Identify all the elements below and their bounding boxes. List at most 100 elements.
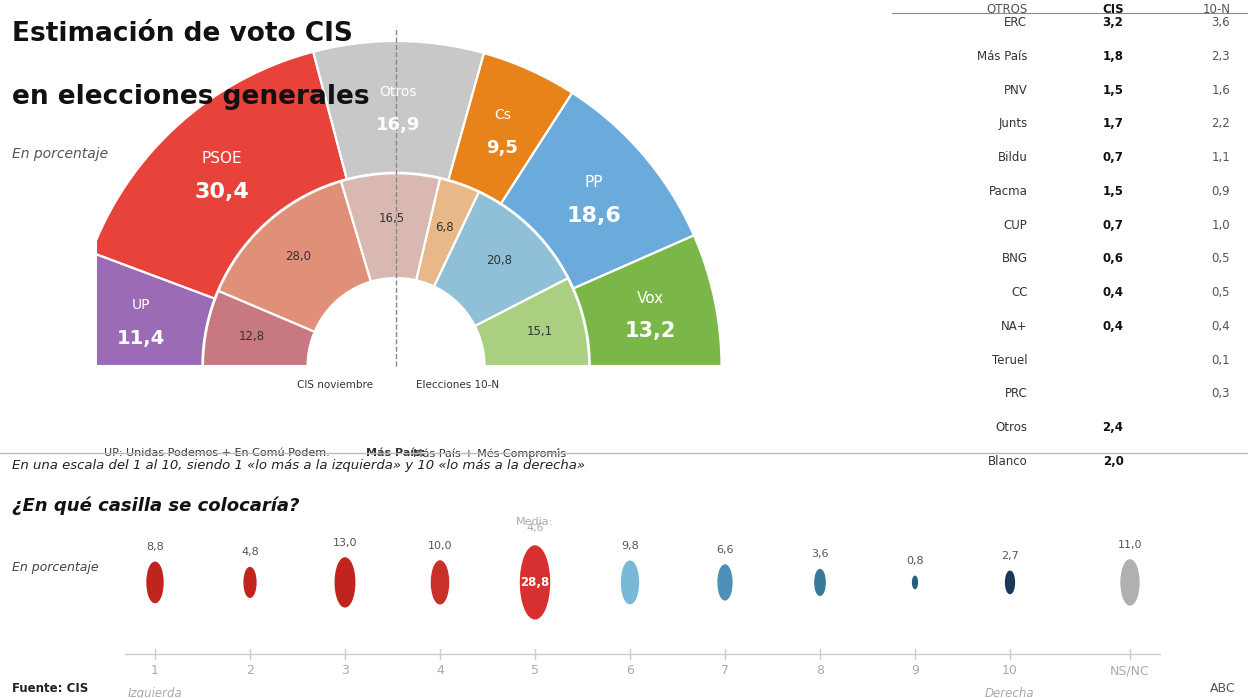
Text: NS/NC: NS/NC [1111, 664, 1149, 677]
Text: 9: 9 [911, 664, 919, 677]
Text: Estimación de voto CIS: Estimación de voto CIS [12, 21, 353, 47]
Text: 10-N: 10-N [1202, 3, 1231, 15]
Text: en elecciones generales: en elecciones generales [12, 84, 371, 110]
Text: 4,8: 4,8 [241, 547, 258, 558]
Text: Derecha: Derecha [985, 687, 1035, 698]
Text: NA+: NA+ [1001, 320, 1027, 333]
Circle shape [1121, 560, 1139, 605]
Text: 2,3: 2,3 [1212, 50, 1231, 63]
Text: 30,4: 30,4 [195, 182, 250, 202]
Text: 15,1: 15,1 [527, 325, 553, 339]
Bar [56, 366, 735, 698]
Polygon shape [500, 93, 694, 288]
Text: 28,8: 28,8 [520, 576, 549, 589]
Circle shape [622, 561, 639, 604]
Text: ¿En qué casilla se colocaría?: ¿En qué casilla se colocaría? [12, 497, 300, 516]
Text: PRC: PRC [1005, 387, 1027, 400]
Text: Vox: Vox [636, 290, 664, 306]
Text: 13,2: 13,2 [624, 321, 675, 341]
Text: 3: 3 [341, 664, 349, 677]
Text: 2,0: 2,0 [1103, 455, 1123, 468]
Text: 0,9: 0,9 [1212, 185, 1231, 198]
Text: 0,6: 0,6 [1102, 252, 1123, 265]
Circle shape [1006, 571, 1015, 593]
Text: 6: 6 [626, 664, 634, 677]
Text: Junts: Junts [998, 117, 1027, 131]
Text: Izquierda: Izquierda [127, 687, 182, 698]
Circle shape [815, 570, 825, 595]
Circle shape [718, 565, 731, 600]
Text: 0,3: 0,3 [1212, 387, 1231, 400]
Text: PSOE: PSOE [202, 151, 242, 167]
Text: 3,2: 3,2 [1103, 16, 1123, 29]
Text: 0,8: 0,8 [906, 556, 924, 566]
Text: 20,8: 20,8 [485, 254, 512, 267]
Text: CC: CC [1011, 286, 1027, 299]
Text: 1,5: 1,5 [1102, 84, 1123, 96]
Text: 3,6: 3,6 [1212, 16, 1231, 29]
Text: 4: 4 [436, 664, 444, 677]
Text: En porcentaje: En porcentaje [12, 560, 99, 574]
Text: Media:: Media: [517, 517, 554, 527]
Text: 0,1: 0,1 [1212, 354, 1231, 366]
Text: 4,6: 4,6 [527, 524, 544, 533]
Text: ABC: ABC [1211, 683, 1236, 695]
Text: Blanco: Blanco [987, 455, 1027, 468]
Text: 18,6: 18,6 [567, 206, 622, 225]
Text: 0,5: 0,5 [1212, 252, 1231, 265]
Polygon shape [70, 252, 215, 366]
Text: 1,0: 1,0 [1212, 218, 1231, 232]
Text: OTROS: OTROS [986, 3, 1027, 15]
Text: PNV: PNV [1003, 84, 1027, 96]
Text: 0,5: 0,5 [1212, 286, 1231, 299]
Text: 0,7: 0,7 [1103, 151, 1123, 164]
Text: BNG: BNG [1001, 252, 1027, 265]
Circle shape [336, 558, 354, 607]
Text: 7: 7 [721, 664, 729, 677]
Polygon shape [416, 178, 479, 287]
Text: En una escala del 1 al 10, siendo 1 «lo más a la izquierda» y 10 «lo más a la de: En una escala del 1 al 10, siendo 1 «lo … [12, 459, 585, 473]
Text: 8: 8 [816, 664, 824, 677]
Text: Fuente: CIS: Fuente: CIS [12, 683, 89, 695]
Polygon shape [448, 53, 573, 204]
Text: 6,8: 6,8 [436, 221, 454, 234]
Text: 10,0: 10,0 [428, 541, 452, 551]
Text: 2,4: 2,4 [1102, 421, 1123, 434]
Text: 16,5: 16,5 [378, 212, 404, 225]
Text: 1: 1 [151, 664, 158, 677]
Text: 1,1: 1,1 [1212, 151, 1231, 164]
Text: Más País + Més Compromís: Más País + Més Compromís [413, 448, 567, 459]
Text: 1,5: 1,5 [1102, 185, 1123, 198]
Text: Elecciones 10-N: Elecciones 10-N [416, 380, 499, 390]
Text: 0,4: 0,4 [1212, 320, 1231, 333]
Text: 1,8: 1,8 [1102, 50, 1123, 63]
Circle shape [147, 563, 163, 602]
Text: 5: 5 [530, 664, 539, 677]
Text: 6,6: 6,6 [716, 545, 734, 555]
Polygon shape [434, 192, 568, 326]
Text: CUP: CUP [1003, 218, 1027, 232]
Text: Pacma: Pacma [988, 185, 1027, 198]
Text: 12,8: 12,8 [238, 330, 265, 343]
Text: 13,0: 13,0 [333, 538, 357, 548]
Text: 1,7: 1,7 [1103, 117, 1123, 131]
Text: 2,7: 2,7 [1001, 551, 1018, 561]
Text: Bildu: Bildu [997, 151, 1027, 164]
Text: 8,8: 8,8 [146, 542, 163, 552]
Text: Teruel: Teruel [992, 354, 1027, 366]
Polygon shape [218, 181, 371, 332]
Text: Más País: Más País [977, 50, 1027, 63]
Text: 16,9: 16,9 [376, 116, 421, 134]
Text: 28,0: 28,0 [285, 250, 311, 263]
Circle shape [520, 546, 549, 619]
Polygon shape [341, 173, 441, 282]
Text: 2: 2 [246, 664, 253, 677]
Polygon shape [313, 40, 484, 180]
Text: En porcentaje: En porcentaje [12, 147, 109, 161]
Text: Más País:: Más País: [366, 448, 424, 458]
Text: 11,4: 11,4 [116, 329, 165, 348]
Text: 0,4: 0,4 [1102, 320, 1123, 333]
Text: 10: 10 [1002, 664, 1018, 677]
Text: 0,7: 0,7 [1103, 218, 1123, 232]
Text: UP: Unidas Podemos + En Comú Podem.: UP: Unidas Podemos + En Comú Podem. [105, 448, 329, 458]
